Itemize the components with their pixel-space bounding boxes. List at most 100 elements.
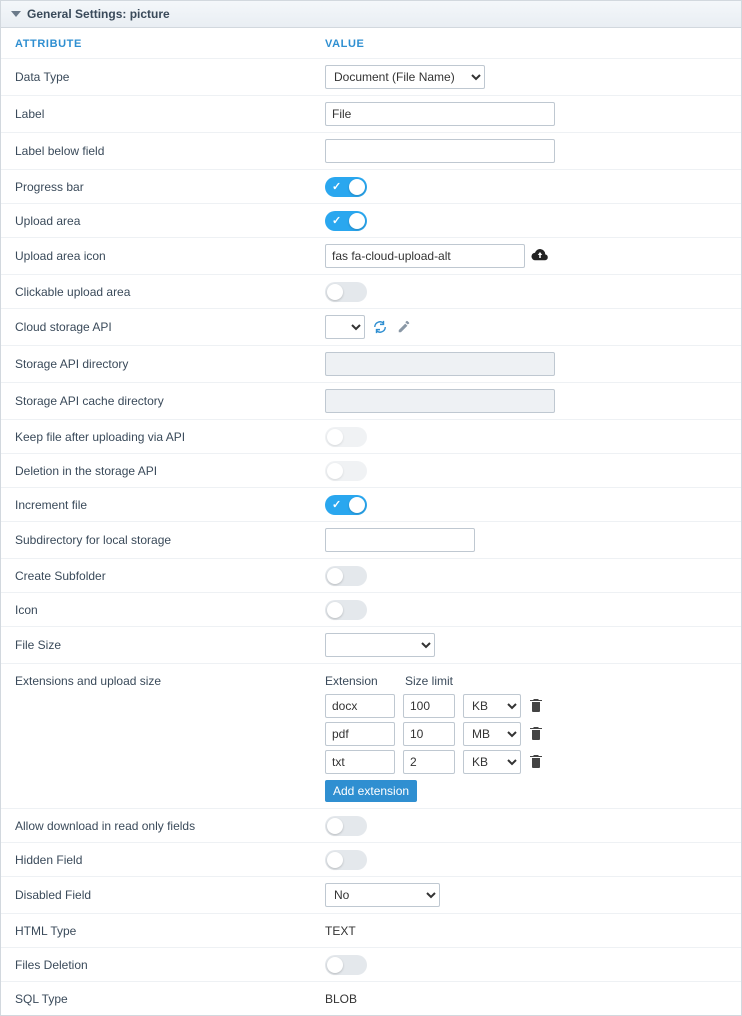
deletion-api-toggle: ✓ bbox=[325, 461, 367, 481]
label-data-type: Data Type bbox=[15, 70, 325, 84]
ext-row: MB bbox=[325, 722, 543, 746]
row-extensions: Extensions and upload size Extension Siz… bbox=[1, 663, 741, 808]
label-increment-file: Increment file bbox=[15, 498, 325, 512]
row-clickable-upload: Clickable upload area ✓ bbox=[1, 274, 741, 308]
trash-icon[interactable] bbox=[529, 725, 543, 744]
label-clickable-upload: Clickable upload area bbox=[15, 285, 325, 299]
trash-icon[interactable] bbox=[529, 697, 543, 716]
row-label: Label bbox=[1, 95, 741, 132]
panel-title: General Settings: picture bbox=[27, 7, 170, 21]
label-upload-area: Upload area bbox=[15, 214, 325, 228]
storage-cache-dir-input bbox=[325, 389, 555, 413]
label-file-size: File Size bbox=[15, 638, 325, 652]
label-files-deletion: Files Deletion bbox=[15, 958, 325, 972]
label-icon: Icon bbox=[15, 603, 325, 617]
row-file-size: File Size bbox=[1, 626, 741, 663]
col-attribute: ATTRIBUTE bbox=[15, 38, 325, 50]
ext-input[interactable] bbox=[325, 722, 395, 746]
label-sql-type: SQL Type bbox=[15, 992, 325, 1006]
label-subdir: Subdirectory for local storage bbox=[15, 533, 325, 547]
row-increment-file: Increment file ✓ bbox=[1, 487, 741, 521]
label-disabled-field: Disabled Field bbox=[15, 888, 325, 902]
label-label-below: Label below field bbox=[15, 144, 325, 158]
increment-file-toggle[interactable]: ✓ bbox=[325, 495, 367, 515]
label-below-input[interactable] bbox=[325, 139, 555, 163]
collapse-icon bbox=[11, 11, 21, 17]
disabled-field-select[interactable]: No bbox=[325, 883, 440, 907]
label-create-subfolder: Create Subfolder bbox=[15, 569, 325, 583]
ext-unit-select[interactable]: KB bbox=[463, 750, 521, 774]
data-type-select[interactable]: Document (File Name) bbox=[325, 65, 485, 89]
label-deletion-api: Deletion in the storage API bbox=[15, 464, 325, 478]
refresh-icon[interactable] bbox=[371, 318, 389, 336]
row-hidden-field: Hidden Field ✓ bbox=[1, 842, 741, 876]
row-disabled-field: Disabled Field No bbox=[1, 876, 741, 913]
ext-unit-select[interactable]: KB bbox=[463, 694, 521, 718]
label-extensions: Extensions and upload size bbox=[15, 674, 325, 688]
row-data-type: Data Type Document (File Name) bbox=[1, 58, 741, 95]
clickable-upload-toggle[interactable]: ✓ bbox=[325, 282, 367, 302]
label-storage-cache-dir: Storage API cache directory bbox=[15, 394, 325, 408]
label-hidden-field: Hidden Field bbox=[15, 853, 325, 867]
row-create-subfolder: Create Subfolder ✓ bbox=[1, 558, 741, 592]
row-storage-dir: Storage API directory bbox=[1, 345, 741, 382]
row-label-below: Label below field bbox=[1, 132, 741, 169]
ext-limit-input[interactable] bbox=[403, 750, 455, 774]
label-storage-dir: Storage API directory bbox=[15, 357, 325, 371]
row-cloud-storage: Cloud storage API bbox=[1, 308, 741, 345]
ext-input[interactable] bbox=[325, 694, 395, 718]
row-upload-area: Upload area ✓ bbox=[1, 203, 741, 237]
row-sql-type: SQL Type BLOB bbox=[1, 981, 741, 1015]
ext-head-extension: Extension bbox=[325, 674, 395, 688]
row-html-type: HTML Type TEXT bbox=[1, 913, 741, 947]
ext-unit-select[interactable]: MB bbox=[463, 722, 521, 746]
row-allow-download: Allow download in read only fields ✓ bbox=[1, 808, 741, 842]
ext-row: KB bbox=[325, 750, 543, 774]
html-type-value: TEXT bbox=[325, 924, 356, 938]
column-headers: ATTRIBUTE VALUE bbox=[1, 28, 741, 58]
keep-file-api-toggle: ✓ bbox=[325, 427, 367, 447]
add-extension-button[interactable]: Add extension bbox=[325, 780, 417, 802]
upload-area-toggle[interactable]: ✓ bbox=[325, 211, 367, 231]
settings-panel: General Settings: picture ATTRIBUTE VALU… bbox=[0, 0, 742, 1016]
label-keep-file-api: Keep file after uploading via API bbox=[15, 430, 325, 444]
files-deletion-toggle[interactable]: ✓ bbox=[325, 955, 367, 975]
ext-row: KB bbox=[325, 694, 543, 718]
trash-icon[interactable] bbox=[529, 753, 543, 772]
cloud-upload-icon bbox=[531, 248, 549, 265]
row-upload-area-icon: Upload area icon bbox=[1, 237, 741, 274]
file-size-select[interactable] bbox=[325, 633, 435, 657]
hidden-field-toggle[interactable]: ✓ bbox=[325, 850, 367, 870]
sql-type-value: BLOB bbox=[325, 992, 357, 1006]
allow-download-toggle[interactable]: ✓ bbox=[325, 816, 367, 836]
label-cloud-storage: Cloud storage API bbox=[15, 320, 325, 334]
extensions-table: Extension Size limit KB MB bbox=[325, 674, 543, 802]
row-progress-bar: Progress bar ✓ bbox=[1, 169, 741, 203]
upload-area-icon-input[interactable] bbox=[325, 244, 525, 268]
ext-limit-input[interactable] bbox=[403, 694, 455, 718]
row-storage-cache-dir: Storage API cache directory bbox=[1, 382, 741, 419]
edit-icon[interactable] bbox=[395, 318, 413, 336]
cloud-storage-select[interactable] bbox=[325, 315, 365, 339]
subdir-input[interactable] bbox=[325, 528, 475, 552]
storage-dir-input bbox=[325, 352, 555, 376]
row-files-deletion: Files Deletion ✓ bbox=[1, 947, 741, 981]
ext-limit-input[interactable] bbox=[403, 722, 455, 746]
icon-toggle[interactable]: ✓ bbox=[325, 600, 367, 620]
row-icon: Icon ✓ bbox=[1, 592, 741, 626]
label-progress-bar: Progress bar bbox=[15, 180, 325, 194]
progress-bar-toggle[interactable]: ✓ bbox=[325, 177, 367, 197]
row-keep-file-api: Keep file after uploading via API ✓ bbox=[1, 419, 741, 453]
label-upload-area-icon: Upload area icon bbox=[15, 249, 325, 263]
panel-header[interactable]: General Settings: picture bbox=[1, 1, 741, 28]
col-value: VALUE bbox=[325, 38, 727, 50]
row-deletion-api: Deletion in the storage API ✓ bbox=[1, 453, 741, 487]
ext-table-head: Extension Size limit bbox=[325, 674, 543, 688]
create-subfolder-toggle[interactable]: ✓ bbox=[325, 566, 367, 586]
label-input[interactable] bbox=[325, 102, 555, 126]
label-allow-download: Allow download in read only fields bbox=[15, 819, 325, 833]
label-label: Label bbox=[15, 107, 325, 121]
ext-head-limit: Size limit bbox=[405, 674, 465, 688]
label-html-type: HTML Type bbox=[15, 924, 325, 938]
ext-input[interactable] bbox=[325, 750, 395, 774]
